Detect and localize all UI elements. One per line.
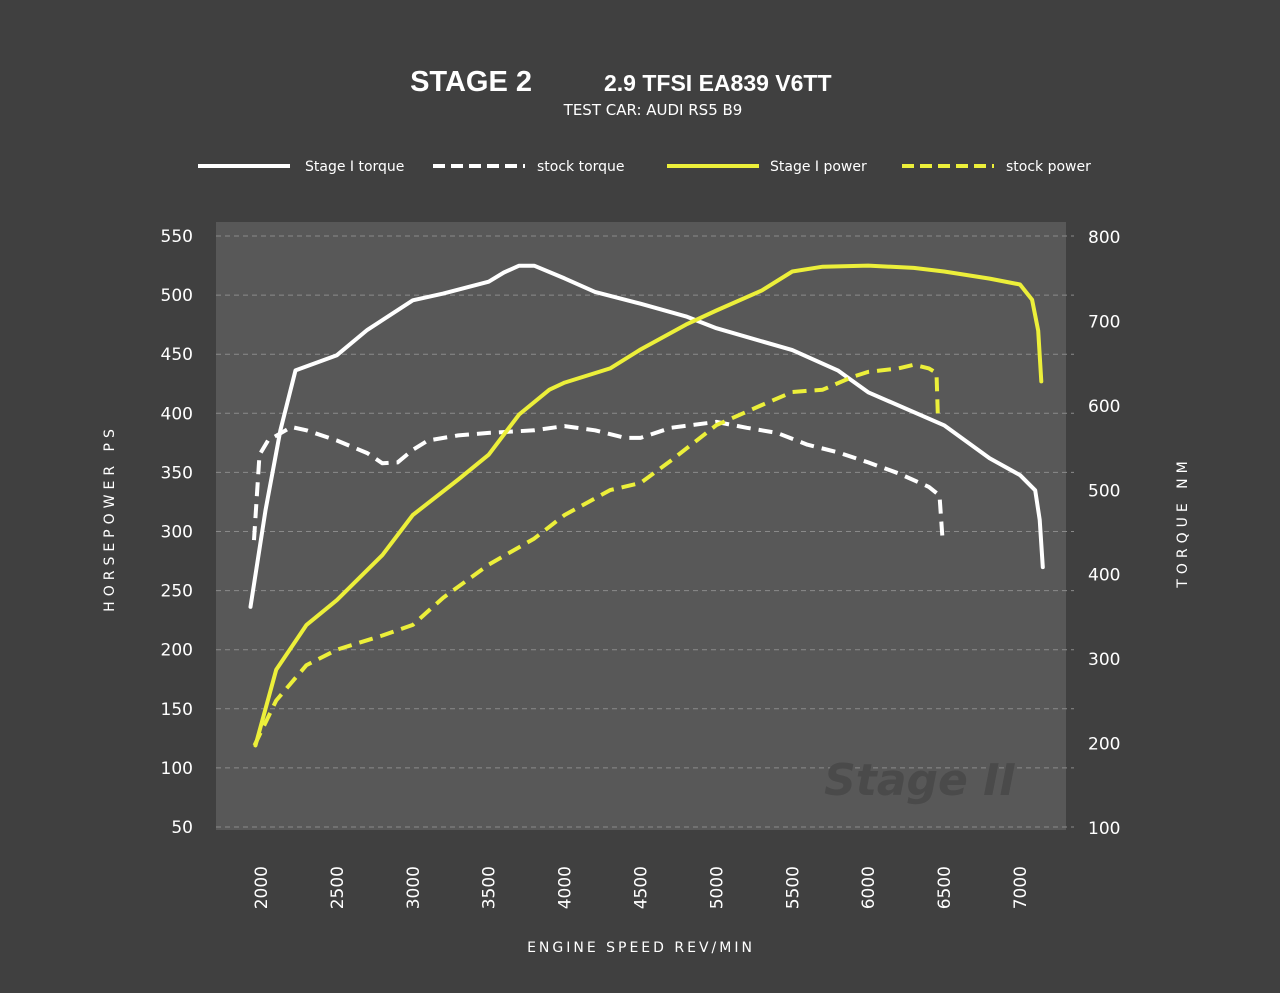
legend-label: Stage I torque xyxy=(305,159,404,175)
y-tick-label: 100 xyxy=(161,759,193,779)
y2-tick-label: 600 xyxy=(1088,397,1120,417)
y-tick-label: 550 xyxy=(161,227,193,247)
x-tick-label: 5000 xyxy=(707,866,727,909)
y-tick-label: 300 xyxy=(161,523,193,543)
series-line-stock-power xyxy=(252,362,940,747)
y2-tick-label: 100 xyxy=(1088,819,1120,839)
legend-label: stock power xyxy=(1006,159,1091,175)
y-axis-label: HORSEPOWER PS xyxy=(102,424,118,612)
grid xyxy=(216,235,1074,828)
y2-tick-label: 800 xyxy=(1088,228,1120,248)
y2-tick-label: 400 xyxy=(1088,566,1120,586)
y-tick-label: 150 xyxy=(161,700,193,720)
y2-tick-label: 200 xyxy=(1088,735,1120,755)
x-tick-label: 7000 xyxy=(1011,866,1031,909)
y-tick-label: 250 xyxy=(161,582,193,602)
legend: Stage I torque stock torque Stage I power s… xyxy=(198,159,1091,175)
x-tick-label: 4500 xyxy=(632,866,652,909)
x-tick-label: 6000 xyxy=(859,866,879,909)
x-tick-label: 6500 xyxy=(935,866,955,909)
watermark-logo: Stage II xyxy=(824,755,1016,806)
y-tick-label: 500 xyxy=(161,286,193,306)
y-tick-label: 450 xyxy=(161,345,193,365)
y2-tick-label: 700 xyxy=(1088,312,1120,332)
x-tick-label: 5500 xyxy=(783,866,803,909)
legend-label: Stage I power xyxy=(770,159,867,175)
y-tick-label: 200 xyxy=(161,641,193,661)
y2-axis-label: TORQUE NM xyxy=(1175,456,1191,588)
chart-title: STAGE 2 xyxy=(410,66,532,98)
series-line-stage-i-torque xyxy=(248,263,1045,609)
y-tick-label: 50 xyxy=(171,818,193,838)
y2-tick-label: 500 xyxy=(1088,481,1120,501)
tick-labels: 550 500 450 400 350 300 250 200 150 100 50 800 700 60… xyxy=(161,227,1121,909)
y-tick-label: 350 xyxy=(161,463,193,483)
x-tick-label: 2000 xyxy=(252,866,272,909)
legend-label: stock torque xyxy=(537,159,625,175)
x-tick-label: 4000 xyxy=(556,866,576,909)
x-tick-label: 3000 xyxy=(404,866,424,909)
plot-area xyxy=(216,222,1066,830)
chart-title-suffix: 2.9 TFSI EA839 V6TT xyxy=(604,70,832,96)
y-tick-label: 400 xyxy=(161,404,193,424)
series-group xyxy=(248,263,1045,748)
chart-subtitle: TEST CAR: AUDI RS5 B9 xyxy=(563,101,743,119)
series-line-stock-torque xyxy=(252,419,945,541)
series-line-stage-i-power xyxy=(253,263,1044,748)
x-axis-label: ENGINE SPEED REV/MIN xyxy=(527,940,755,956)
x-tick-label: 2500 xyxy=(328,866,348,909)
y2-tick-label: 300 xyxy=(1088,650,1120,670)
x-tick-label: 3500 xyxy=(480,866,500,909)
